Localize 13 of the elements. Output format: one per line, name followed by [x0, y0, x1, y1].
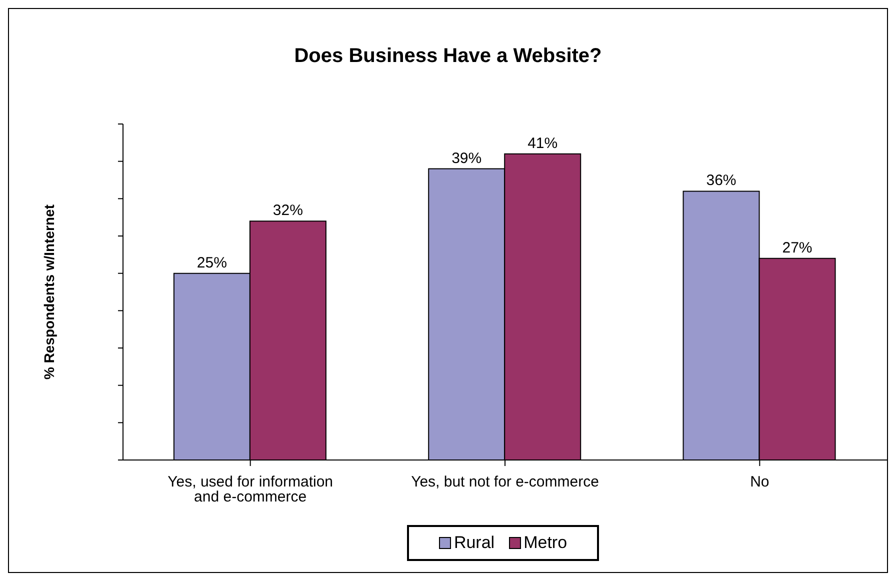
x-tick-label: No — [750, 474, 770, 491]
data-label: 25% — [196, 254, 227, 272]
data-label: 27% — [782, 239, 812, 256]
data-label: 32% — [272, 202, 303, 220]
legend-label: Rural — [452, 533, 495, 553]
data-label: 41% — [528, 134, 558, 152]
data-label: 39% — [452, 150, 482, 167]
legend-label: Metro — [522, 533, 568, 553]
x-tick-label: Yes, used for information and e-commerce — [168, 474, 334, 506]
x-tick-label: Yes, but not for e-commerce — [411, 474, 599, 491]
y-axis-title: % Respondents w/Internet — [41, 204, 57, 380]
data-label: 36% — [706, 172, 736, 190]
chart-title: Does Business Have a Website? — [293, 45, 603, 68]
